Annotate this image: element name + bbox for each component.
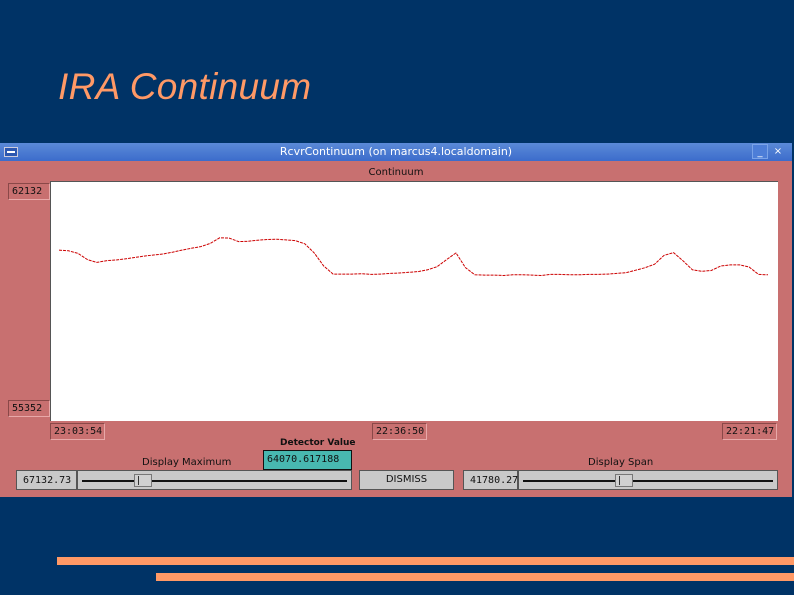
display-span-value[interactable]: 41780.27 [463,470,518,490]
slider-thumb[interactable] [615,474,633,487]
window-menu-icon[interactable] [4,147,18,157]
y-max-label: 62132 [8,183,50,200]
detector-value-field[interactable]: 64070.617188 [263,450,352,470]
dismiss-button[interactable]: DISMISS [359,470,454,490]
x-start-label: 23:03:54 [50,423,105,440]
chart-title: Continuum [368,167,424,178]
continuum-chart-svg [58,237,769,277]
display-maximum-value[interactable]: 67132.73 [16,470,77,490]
close-button[interactable]: × [773,146,783,157]
y-min-label: 55352 [8,400,50,417]
decorative-bar-top [57,557,794,565]
continuum-series-line [58,237,769,277]
window-title: RcvrContinuum (on marcus4.localdomain) [279,145,513,158]
detector-value-label: Detector Value [280,438,356,448]
continuum-plot [50,181,778,421]
rcvr-continuum-window: RcvrContinuum (on marcus4.localdomain) _… [0,143,792,497]
slider-track [523,480,773,482]
minimize-button[interactable]: _ [752,144,768,159]
slider-thumb[interactable] [134,474,152,487]
display-span-label: Display Span [588,457,654,468]
slide-title: IRA Continuum [58,66,312,107]
x-end-label: 22:21:47 [722,423,777,440]
x-mid-label: 22:36:50 [372,423,427,440]
display-maximum-label: Display Maximum [142,457,232,468]
display-span-slider[interactable] [518,470,778,490]
decorative-bar-bottom [156,573,794,581]
slider-track [82,480,347,482]
window-titlebar[interactable]: RcvrContinuum (on marcus4.localdomain) _… [0,143,792,161]
display-maximum-slider[interactable] [77,470,352,490]
